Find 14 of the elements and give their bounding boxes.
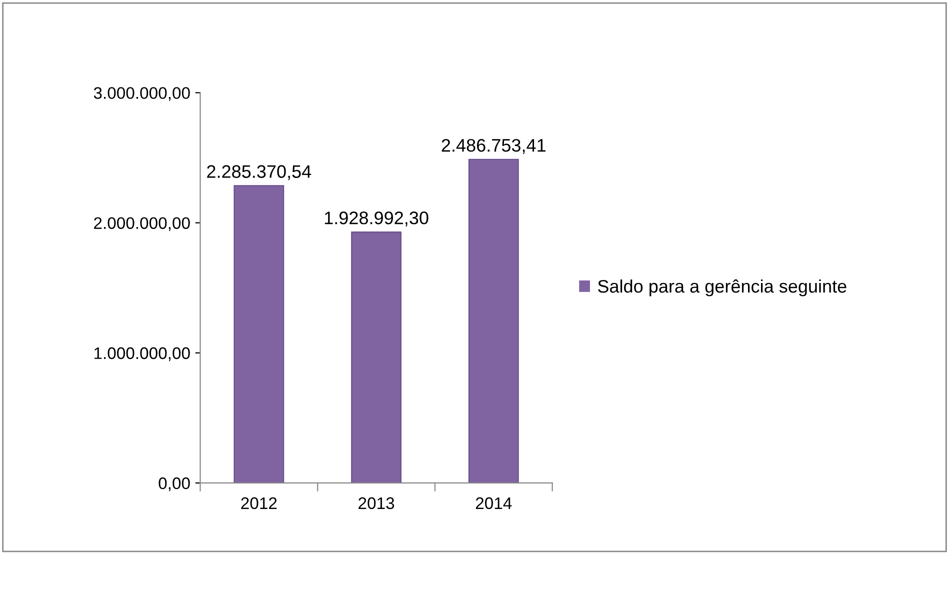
x-tick-label: 2014 [476, 497, 512, 510]
data-label: 1.928.992,30 [324, 212, 428, 226]
y-tick-label: 1.000.000,00 [94, 347, 190, 362]
y-tick-label: 2.000.000,00 [94, 217, 190, 231]
data-label: 2.486.753,41 [442, 138, 546, 154]
y-tick-label: 0,00 [158, 477, 190, 492]
x-tick-label: 2012 [241, 497, 277, 510]
bar [351, 231, 402, 483]
y-tick-label: 3.000.000,00 [94, 87, 190, 101]
legend-label: Saldo para a gerência seguinte [598, 279, 846, 296]
bar [234, 185, 284, 483]
data-label: 2.285.370,54 [207, 165, 312, 180]
bar [468, 158, 519, 483]
x-tick-label: 2013 [358, 497, 394, 510]
